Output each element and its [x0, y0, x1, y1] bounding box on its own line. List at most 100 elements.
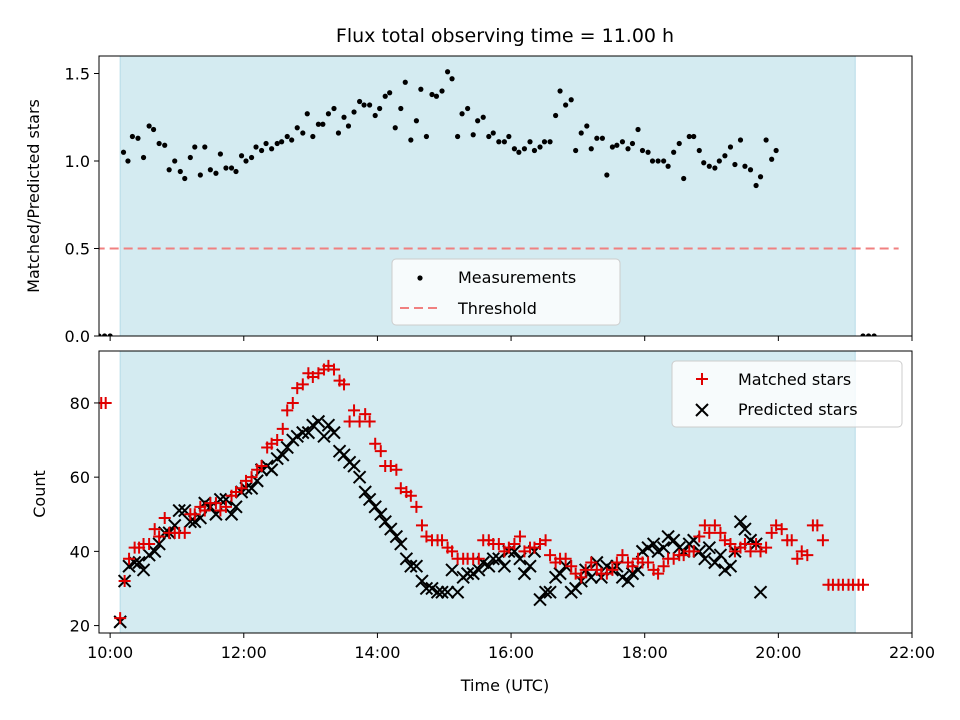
matched-star-point: [606, 563, 619, 576]
measurement-point: [706, 163, 712, 169]
matched-star-point: [642, 556, 655, 569]
x-axis-label: Time (UTC): [460, 676, 549, 695]
measurement-point: [671, 149, 677, 155]
measurement-point: [279, 139, 285, 145]
measurement-point: [573, 147, 579, 154]
measurement-point: [310, 133, 316, 140]
matched-star-point: [118, 575, 131, 588]
predicted-star-point: [666, 533, 681, 547]
measurement-point: [619, 139, 626, 145]
predicted-star-point: [419, 581, 434, 596]
predicted-star-point: [378, 514, 392, 529]
predicted-star-point: [445, 563, 459, 577]
bottom-axes-frame: [98, 350, 913, 634]
measurement-point: [377, 105, 383, 112]
predicted-star-point: [264, 463, 279, 477]
predicted-star-point: [440, 585, 455, 599]
matched-star-point: [359, 408, 372, 421]
predicted-star-point: [533, 592, 547, 607]
measurement-point: [557, 88, 563, 94]
measurement-point: [727, 144, 734, 150]
matched-star-point: [703, 526, 716, 539]
measurement-point: [351, 109, 357, 115]
predicted-star-point: [374, 507, 388, 521]
matched-star-point: [99, 396, 112, 409]
measurement-point: [501, 139, 507, 145]
matched-star-point: [687, 545, 700, 558]
measurement-point: [129, 133, 136, 140]
x-tick-label: 20:00: [755, 643, 801, 662]
matched-star-point: [693, 530, 706, 543]
predicted-star-point: [321, 418, 336, 432]
predicted-star-point: [352, 470, 367, 484]
predicted-star-point: [244, 481, 259, 495]
top-y-axis-label: Matched/Predicted stars: [24, 99, 43, 293]
measurement-point: [243, 158, 249, 164]
predicted-star-point: [296, 425, 310, 440]
bottom-plot-area: [99, 359, 869, 629]
predicted-star-point: [430, 585, 445, 599]
measurement-point: [691, 133, 697, 140]
measurement-point: [304, 111, 310, 117]
matched-star-point: [714, 526, 727, 539]
matched-star-point: [114, 612, 127, 625]
matched-star-point: [188, 508, 201, 521]
matched-star-point: [369, 437, 382, 450]
matched-star-point: [816, 534, 829, 547]
matched-star-point: [539, 534, 552, 547]
matched-star-point: [436, 534, 449, 547]
predicted-star-point: [523, 559, 537, 573]
predicted-star-point: [568, 581, 583, 596]
measurement-point: [357, 98, 363, 105]
legend-predicted-label: Predicted stars: [738, 400, 858, 419]
matched-star-point: [698, 519, 711, 532]
legend-measurement-marker: [417, 275, 423, 281]
matched-star-point: [446, 545, 459, 558]
matched-star-point: [513, 530, 526, 543]
predicted-star-point: [543, 585, 557, 599]
predicted-star-point: [492, 552, 506, 566]
predicted-star-point: [646, 537, 661, 551]
measurement-point: [392, 125, 398, 131]
measurement-point: [99, 333, 102, 336]
measurement-point: [172, 158, 178, 164]
matched-star-point: [415, 519, 428, 532]
matched-star-point: [579, 563, 592, 576]
ratio-panel: Flux total observing time = 11.00 h Matc…: [24, 25, 913, 346]
top-legend: Measurements Threshold: [391, 258, 621, 326]
predicted-star-point: [301, 425, 316, 440]
measurement-point: [315, 121, 321, 127]
measurement-point: [166, 167, 172, 173]
matched-star-point: [153, 530, 166, 543]
predicted-star-point: [713, 548, 728, 562]
matched-star-point: [626, 560, 639, 573]
x-tick-label: 16:00: [488, 643, 534, 662]
measurement-point: [686, 133, 692, 140]
measurement-point: [860, 333, 866, 336]
top-plot-area: [99, 69, 899, 336]
matched-star-point: [610, 556, 623, 569]
measurement-point: [871, 333, 877, 336]
measurement-point: [722, 153, 728, 159]
predicted-star-point: [317, 429, 331, 444]
matched-star-point: [585, 556, 598, 569]
measurement-point: [423, 133, 430, 140]
matched-star-point: [296, 378, 309, 391]
measurement-point: [341, 114, 347, 120]
matched-star-point: [472, 552, 485, 565]
predicted-star-point: [229, 500, 243, 514]
predicted-star-point: [460, 566, 475, 581]
measurement-point: [516, 149, 522, 155]
matched-star-point: [343, 415, 356, 428]
measurement-point: [701, 160, 707, 166]
measurement-point: [639, 147, 646, 154]
matched-star-point: [276, 422, 289, 435]
predicted-star-point: [486, 552, 500, 566]
bottom-y-tick-label: 20: [70, 617, 90, 636]
measurement-point: [635, 126, 641, 133]
measurement-point: [408, 137, 414, 143]
measurement-point: [217, 151, 223, 157]
predicted-star-point: [482, 559, 496, 573]
measurement-point: [645, 149, 651, 155]
x-tick-label: 18:00: [622, 643, 668, 662]
